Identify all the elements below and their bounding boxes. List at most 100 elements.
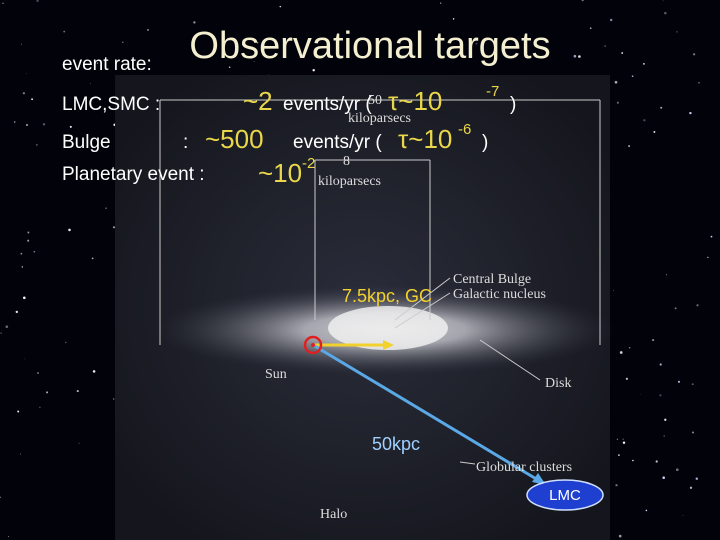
- star: [632, 459, 634, 462]
- star: [439, 2, 442, 4]
- unit: events/yr (: [283, 94, 372, 115]
- star: [36, 144, 38, 146]
- star: [69, 125, 72, 128]
- tau: τ~10: [388, 86, 442, 116]
- star: [676, 31, 678, 33]
- arrow-head: [383, 340, 394, 350]
- star: [682, 515, 684, 516]
- star: [689, 111, 692, 115]
- star: [27, 239, 30, 242]
- star: [622, 438, 624, 440]
- star: [296, 42, 298, 44]
- star: [27, 231, 30, 234]
- star: [78, 442, 80, 444]
- star: [475, 42, 478, 45]
- star: [659, 363, 662, 366]
- diagram-label: Galactic nucleus: [453, 287, 546, 302]
- star: [664, 418, 667, 421]
- star: [2, 2, 4, 5]
- star: [31, 98, 34, 101]
- star: [664, 11, 667, 15]
- star: [581, 0, 584, 2]
- star: [643, 119, 646, 122]
- unit: events/yr (: [293, 132, 382, 153]
- star: [19, 453, 21, 455]
- star: [691, 431, 695, 434]
- star: [13, 121, 16, 123]
- rate: ~500: [205, 124, 264, 154]
- star: [628, 347, 631, 349]
- star: [652, 339, 655, 342]
- star: [5, 325, 9, 329]
- star: [92, 370, 96, 373]
- star: [22, 296, 26, 300]
- star: [663, 435, 665, 437]
- star: [65, 341, 67, 344]
- close-paren: ): [510, 94, 516, 115]
- star: [625, 377, 629, 380]
- star: [91, 257, 94, 260]
- star: [659, 394, 662, 397]
- star: [452, 18, 455, 20]
- star: [0, 496, 1, 498]
- lmc-ellipse: [526, 479, 604, 511]
- star: [21, 266, 23, 268]
- pointer: [394, 292, 451, 329]
- star: [677, 380, 681, 383]
- star: [63, 30, 66, 33]
- star: [662, 476, 665, 479]
- lmc-label: LMC: [549, 487, 581, 504]
- star: [7, 535, 9, 537]
- star: [112, 226, 116, 229]
- close-paren: ): [482, 132, 488, 153]
- exponent: -7: [486, 83, 499, 100]
- diagram-label: Central Bulge: [453, 272, 531, 287]
- star: [253, 61, 255, 62]
- star: [631, 75, 634, 78]
- diagram-label: kiloparsecs: [348, 111, 411, 126]
- pointer: [479, 339, 541, 381]
- star: [96, 62, 99, 64]
- pointer: [459, 461, 476, 465]
- star: [645, 509, 648, 512]
- star: [15, 310, 18, 314]
- star: [42, 123, 46, 126]
- star: [0, 332, 2, 334]
- sun-marker-dot: [311, 343, 315, 347]
- sun-marker: [303, 335, 323, 355]
- star: [621, 52, 624, 54]
- star: [312, 68, 315, 72]
- star: [90, 83, 91, 84]
- star: [113, 398, 115, 400]
- star: [616, 438, 619, 440]
- title: Observational targets: [189, 25, 550, 67]
- star: [279, 5, 282, 8]
- star: [695, 477, 698, 480]
- star: [68, 228, 71, 232]
- diagram-label: Halo: [320, 507, 347, 522]
- star: [662, 0, 664, 2]
- star: [39, 406, 41, 408]
- star: [105, 207, 107, 209]
- star: [26, 73, 28, 74]
- star: [573, 54, 577, 58]
- star: [20, 252, 23, 255]
- star: [256, 42, 259, 44]
- star: [619, 351, 623, 354]
- star: [604, 45, 606, 47]
- star: [692, 53, 696, 56]
- event-rate-label: event rate:: [62, 54, 152, 75]
- star: [653, 130, 656, 133]
- rate: ~2: [243, 86, 273, 116]
- diagram-label: 50: [368, 93, 382, 108]
- diagram-label: Disk: [545, 376, 571, 391]
- row-label: LMC,SMC :: [62, 94, 160, 115]
- star: [17, 410, 20, 413]
- star: [618, 534, 622, 538]
- star: [228, 66, 231, 68]
- star: [674, 307, 677, 310]
- star: [622, 441, 626, 444]
- star: [655, 460, 658, 463]
- star: [689, 486, 693, 489]
